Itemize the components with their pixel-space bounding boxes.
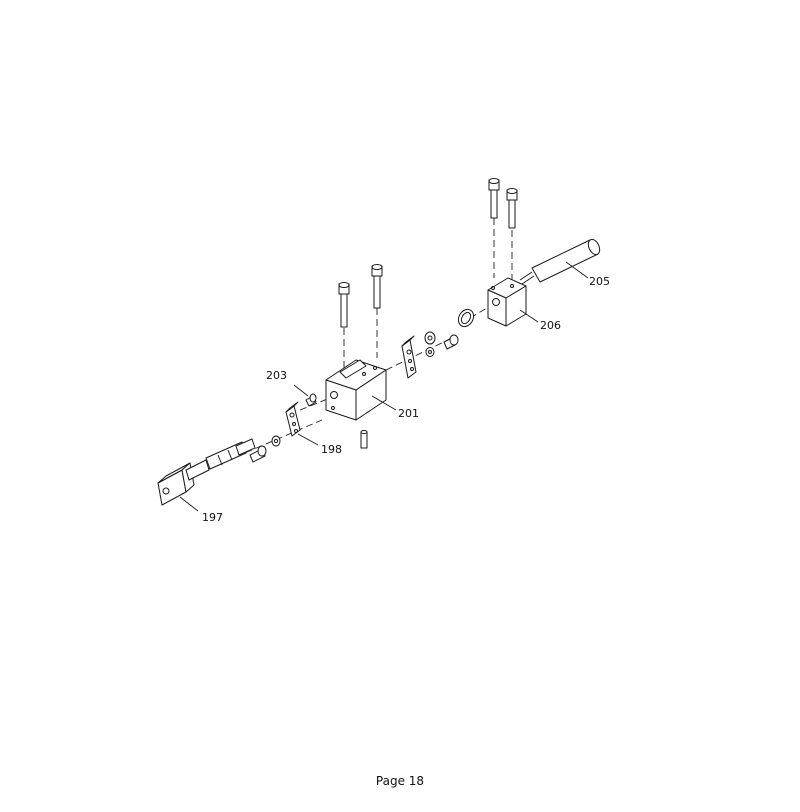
o-ring	[457, 308, 475, 328]
callout-203: 203	[266, 369, 287, 382]
bolts-206	[488, 178, 518, 229]
leader-lines	[179, 261, 589, 512]
part-198-plate	[285, 401, 301, 437]
washers-and-screw	[424, 331, 459, 357]
callout-197: 197	[202, 511, 223, 524]
set-screw-left	[249, 435, 281, 463]
part-203-pin	[305, 393, 317, 407]
part-201-block	[325, 359, 387, 421]
callout-206: 206	[540, 319, 561, 332]
part-205-cylinder	[519, 238, 601, 285]
page-number: Page 18	[375, 774, 425, 788]
assembly-axis-lines	[204, 218, 513, 471]
part-206-block	[487, 277, 527, 327]
part-197-shaft	[157, 438, 256, 506]
callout-201: 201	[398, 407, 419, 420]
dowel-pin-201	[360, 430, 368, 449]
bolts-201	[338, 264, 383, 328]
callout-198: 198	[321, 443, 342, 456]
plate-right-201	[401, 335, 417, 379]
callout-205: 205	[589, 275, 610, 288]
